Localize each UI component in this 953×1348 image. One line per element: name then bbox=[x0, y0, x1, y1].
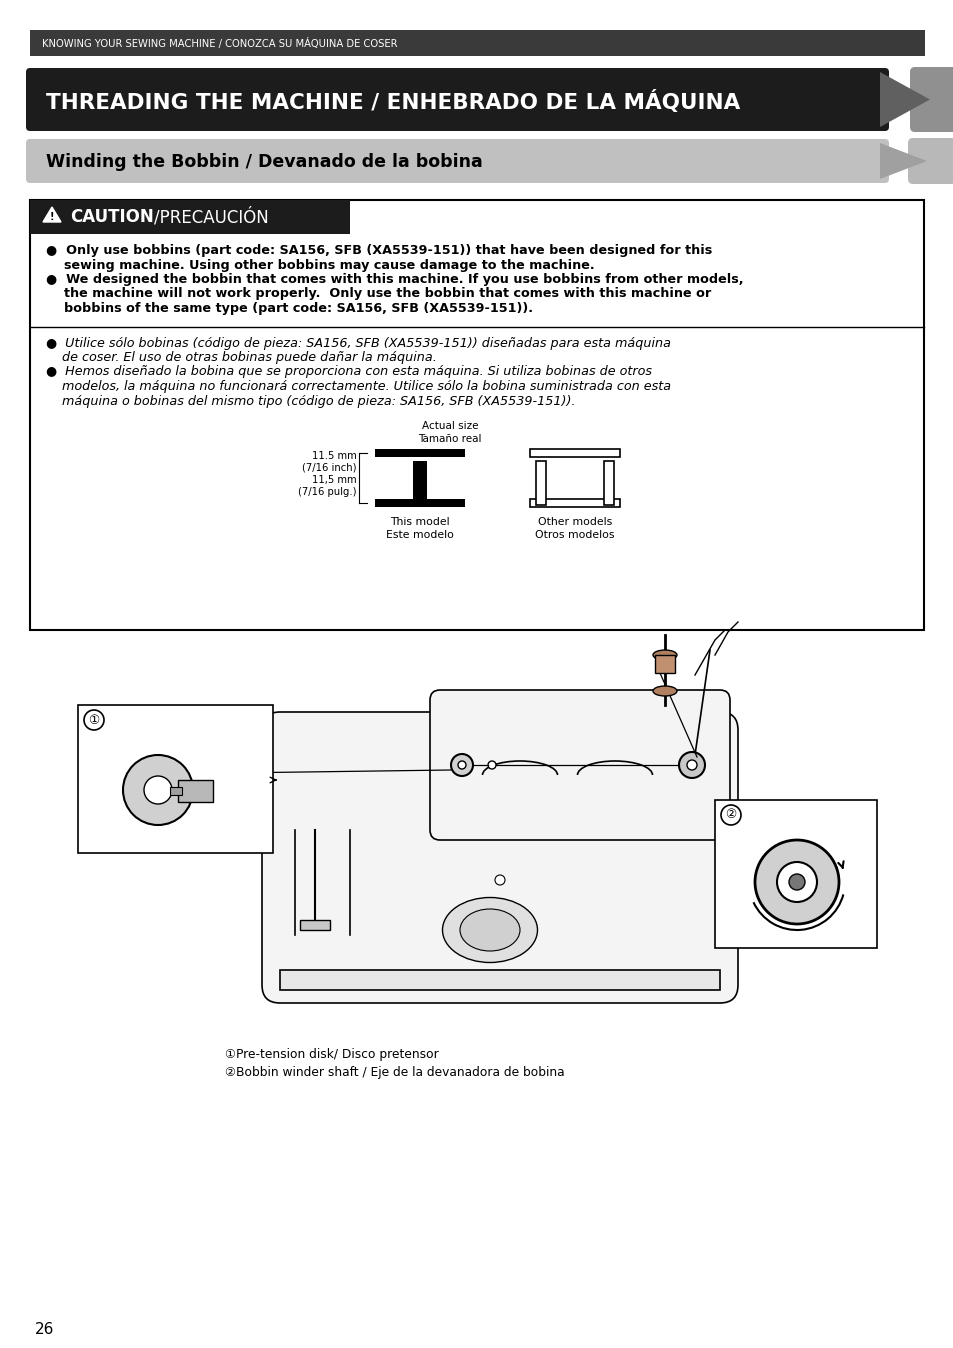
Text: 26: 26 bbox=[35, 1322, 54, 1337]
Text: This model: This model bbox=[390, 518, 450, 527]
Bar bbox=[714, 799, 876, 948]
Text: modelos, la máquina no funcionará correctamente. Utilice sólo la bobina suminist: modelos, la máquina no funcionará correc… bbox=[46, 380, 670, 394]
Circle shape bbox=[776, 861, 816, 902]
FancyBboxPatch shape bbox=[909, 67, 953, 132]
Text: ●  Hemos diseñado la bobina que se proporciona con esta máquina. Si utiliza bobi: ● Hemos diseñado la bobina que se propor… bbox=[46, 365, 651, 379]
Text: Otros modelos: Otros modelos bbox=[535, 530, 614, 541]
Bar bbox=[603, 461, 614, 506]
Circle shape bbox=[788, 874, 804, 890]
Text: ①: ① bbox=[89, 713, 99, 727]
Bar bbox=[536, 461, 545, 506]
Text: de coser. El uso de otras bobinas puede dañar la máquina.: de coser. El uso de otras bobinas puede … bbox=[46, 350, 436, 364]
Text: (7/16 pulg.): (7/16 pulg.) bbox=[298, 487, 356, 497]
Bar bbox=[30, 30, 924, 57]
Text: ●  We designed the bobbin that comes with this machine. If you use bobbins from : ● We designed the bobbin that comes with… bbox=[46, 274, 742, 286]
Polygon shape bbox=[43, 208, 61, 222]
Bar bbox=[375, 499, 464, 507]
Bar bbox=[294, 830, 350, 936]
FancyBboxPatch shape bbox=[262, 712, 738, 1003]
Ellipse shape bbox=[442, 898, 537, 962]
Text: Other models: Other models bbox=[537, 518, 612, 527]
Circle shape bbox=[495, 875, 504, 886]
Text: Tamaño real: Tamaño real bbox=[417, 434, 481, 443]
Text: 11.5 mm: 11.5 mm bbox=[312, 452, 356, 461]
Text: the machine will not work properly.  Only use the bobbin that comes with this ma: the machine will not work properly. Only… bbox=[46, 287, 711, 301]
Ellipse shape bbox=[459, 909, 519, 950]
Text: sewing machine. Using other bobbins may cause damage to the machine.: sewing machine. Using other bobbins may … bbox=[46, 259, 594, 271]
Text: ②Bobbin winder shaft / Eje de la devanadora de bobina: ②Bobbin winder shaft / Eje de la devanad… bbox=[225, 1066, 564, 1078]
Circle shape bbox=[754, 840, 838, 923]
Text: Winding the Bobbin / Devanado de la bobina: Winding the Bobbin / Devanado de la bobi… bbox=[46, 154, 482, 171]
Text: ●  Only use bobbins (part code: SA156, SFB (XA5539-151)) that have been designed: ● Only use bobbins (part code: SA156, SF… bbox=[46, 244, 712, 257]
Circle shape bbox=[686, 760, 697, 770]
Bar bbox=[413, 461, 427, 506]
Bar bbox=[170, 787, 182, 795]
Bar bbox=[280, 971, 720, 989]
Bar bbox=[78, 705, 273, 853]
Text: Este modelo: Este modelo bbox=[386, 530, 454, 541]
Bar bbox=[30, 200, 923, 630]
Polygon shape bbox=[879, 143, 926, 179]
Circle shape bbox=[144, 776, 172, 803]
Bar bbox=[530, 449, 619, 457]
Circle shape bbox=[457, 762, 465, 768]
Text: /PRECAUCIÓN: /PRECAUCIÓN bbox=[153, 208, 269, 226]
FancyBboxPatch shape bbox=[30, 200, 350, 235]
Text: KNOWING YOUR SEWING MACHINE / CONOZCA SU MÁQUINA DE COSER: KNOWING YOUR SEWING MACHINE / CONOZCA SU… bbox=[42, 38, 397, 49]
Circle shape bbox=[451, 754, 473, 776]
Bar bbox=[655, 655, 675, 673]
Circle shape bbox=[84, 710, 104, 731]
Circle shape bbox=[123, 755, 193, 825]
Text: ●  Utilice sólo bobinas (código de pieza: SA156, SFB (XA5539-151)) diseñadas par: ● Utilice sólo bobinas (código de pieza:… bbox=[46, 337, 670, 349]
Ellipse shape bbox=[652, 650, 677, 661]
Bar bbox=[299, 919, 330, 930]
Bar bbox=[178, 780, 213, 802]
Text: (7/16 inch): (7/16 inch) bbox=[302, 462, 356, 473]
FancyBboxPatch shape bbox=[26, 139, 888, 183]
Text: ①Pre-tension disk/ Disco pretensor: ①Pre-tension disk/ Disco pretensor bbox=[225, 1047, 438, 1061]
Text: !: ! bbox=[50, 212, 54, 222]
Text: bobbins of the same type (part code: SA156, SFB (XA5539-151)).: bobbins of the same type (part code: SA1… bbox=[46, 302, 533, 315]
Text: máquina o bobinas del mismo tipo (código de pieza: SA156, SFB (XA5539-151)).: máquina o bobinas del mismo tipo (código… bbox=[46, 395, 575, 407]
Text: 11,5 mm: 11,5 mm bbox=[312, 474, 356, 485]
Text: Actual size: Actual size bbox=[421, 421, 477, 431]
Bar bbox=[375, 449, 464, 457]
Text: CAUTION: CAUTION bbox=[70, 208, 153, 226]
FancyBboxPatch shape bbox=[26, 67, 888, 131]
Circle shape bbox=[679, 752, 704, 778]
Ellipse shape bbox=[652, 686, 677, 696]
Text: ②: ② bbox=[724, 809, 736, 821]
Circle shape bbox=[720, 805, 740, 825]
FancyBboxPatch shape bbox=[907, 137, 953, 183]
Circle shape bbox=[488, 762, 496, 768]
Polygon shape bbox=[879, 71, 929, 127]
FancyBboxPatch shape bbox=[430, 690, 729, 840]
Text: THREADING THE MACHINE / ENHEBRADO DE LA MÁQUINA: THREADING THE MACHINE / ENHEBRADO DE LA … bbox=[46, 90, 740, 113]
Bar bbox=[530, 499, 619, 507]
